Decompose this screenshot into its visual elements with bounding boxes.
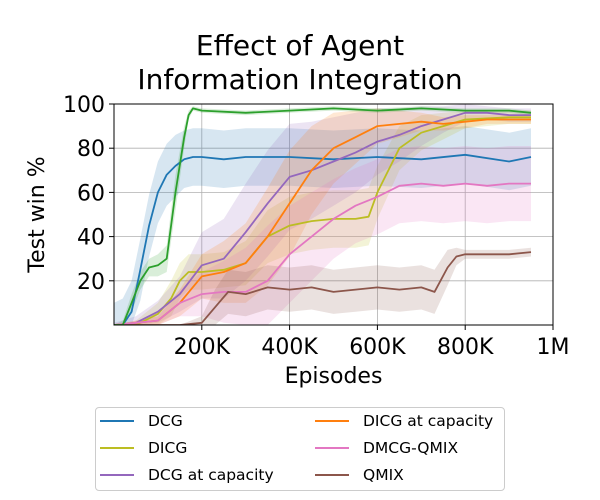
series-line-6 [114,107,532,325]
x-tick-label-1: 400K [261,335,318,360]
chart-title-line-1: Effect of Agent [195,29,405,62]
y-axis-label: Test win % [25,156,50,273]
series-line-2 [114,111,531,325]
x-tick-label-2: 600K [349,335,406,360]
x-tick-label-4: 1M [537,335,570,360]
series-band-1 [114,110,531,325]
series-line-5 [114,251,532,325]
y-tick-label-0: 20 [77,270,105,295]
plot-series-group [114,104,532,325]
x-tick-label-3: 800K [437,335,494,360]
legend-label-dicg: DICG [148,439,188,457]
legend-item-dmcg-qmix: DMCG-QMIX [315,439,458,457]
series-line-3 [114,118,531,325]
y-tick-label-2: 60 [77,181,105,206]
legend-swatch-dicg [100,447,134,449]
y-tick-label-4: 100 [63,93,105,118]
legend-item-dcg: DCG [100,412,183,430]
legend-swatch-dcg [100,420,134,422]
legend-swatch-dmcg-qmix [315,447,349,449]
legend: DCG DICG DCG at capacity DICG at capacit… [95,407,505,491]
x-axis-label: Episodes [285,364,383,389]
legend-label-dicg-capacity: DICG at capacity [363,412,494,430]
y-tick-label-1: 40 [77,226,105,251]
legend-item-qmix: QMIX [315,466,404,484]
series-band-0 [114,126,531,325]
series-band-5 [114,247,531,325]
legend-item-dcg-capacity: DCG at capacity [100,466,274,484]
legend-label-dmcg-qmix: DMCG-QMIX [363,439,459,457]
series-line-4 [114,182,531,325]
legend-label-qmix: QMIX [363,466,404,484]
series-line-0 [114,153,532,325]
legend-label-dcg-capacity: DCG at capacity [148,466,274,484]
legend-item-dicg: DICG [100,439,187,457]
x-tick-label-0: 200K [174,335,231,360]
legend-label-dcg: DCG [148,412,183,430]
legend-swatch-qmix [315,474,349,476]
legend-swatch-dcg-capacity [100,474,134,476]
y-tick-label-3: 80 [77,137,105,162]
axes-frame [113,103,554,326]
chart-area: 200K 400K 600K 800K 1M 20 40 60 80 100 Episodes Tes… [25,93,570,389]
chart-title-line-2: Information Integration [137,63,463,96]
series-line-1 [114,116,531,325]
legend-swatch-dicg-capacity [315,420,349,422]
legend-item-dicg-capacity: DICG at capacity [315,412,493,430]
series-band-4 [114,146,531,325]
